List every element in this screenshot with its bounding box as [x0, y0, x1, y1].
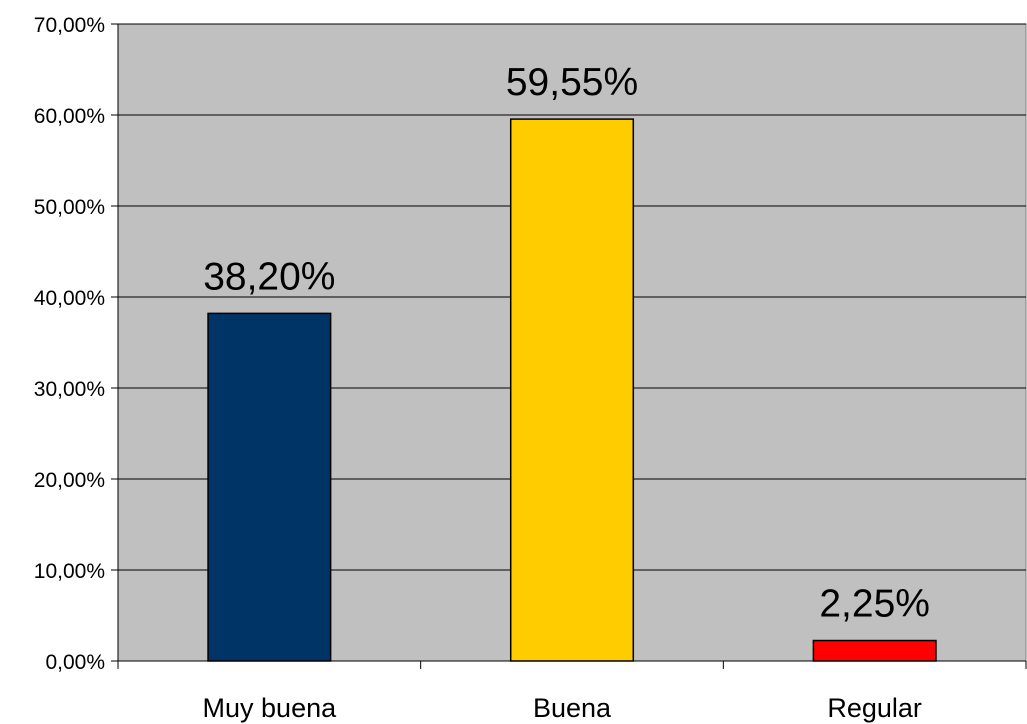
data-labels: 38,20% 59,55% 2,25% — [203, 61, 930, 625]
y-tick-label: 60,00% — [34, 105, 105, 128]
axes — [117, 24, 1027, 669]
x-axis-categories: Muy buena Buena Regular — [203, 693, 922, 723]
y-tick-label: 0,00% — [45, 651, 105, 674]
data-label: 2,25% — [819, 583, 930, 626]
bar-muy-buena — [207, 312, 332, 662]
y-tick-label: 20,00% — [34, 469, 105, 492]
y-axis-ticks: 0,00% 10,00% 20,00% 30,00% 40,00% 50,00% 60,00… — [34, 14, 118, 674]
x-category-label: Regular — [827, 693, 922, 723]
y-tick-label: 50,00% — [34, 196, 105, 219]
y-tick-label: 40,00% — [34, 287, 105, 310]
y-tick-label: 10,00% — [34, 560, 105, 583]
x-category-label: Buena — [533, 693, 612, 723]
data-label: 38,20% — [203, 255, 335, 298]
bar-buena — [509, 118, 635, 662]
y-tick-label: 30,00% — [34, 378, 105, 401]
data-label: 59,55% — [506, 61, 638, 104]
y-tick-label: 70,00% — [34, 14, 105, 37]
bar-regular — [812, 639, 937, 662]
x-category-label: Muy buena — [203, 693, 338, 723]
